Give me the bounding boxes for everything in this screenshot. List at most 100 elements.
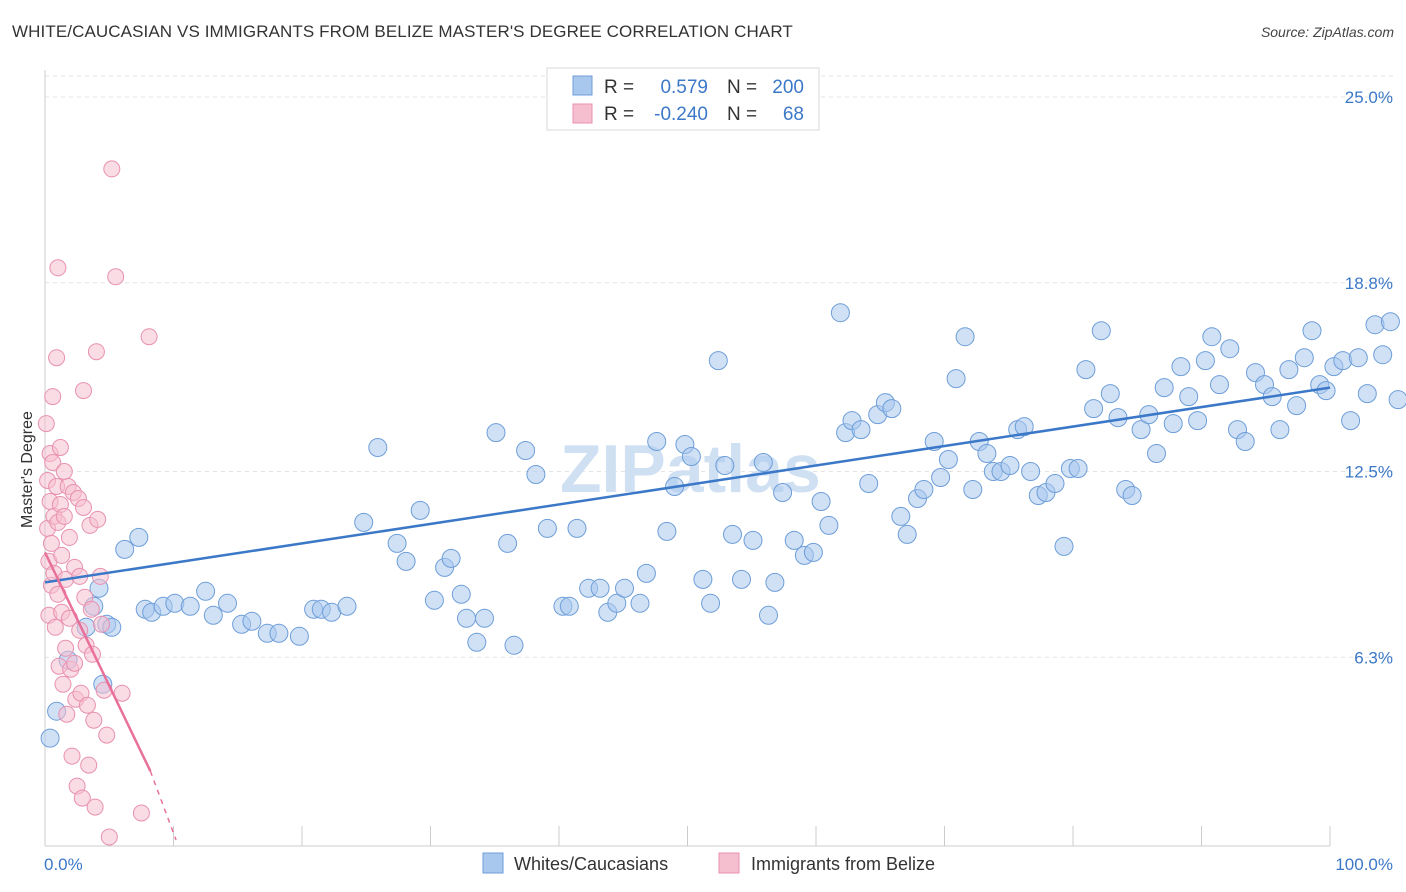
chart-title: WHITE/CAUCASIAN VS IMMIGRANTS FROM BELIZ… bbox=[12, 22, 793, 41]
whites-point bbox=[1147, 444, 1166, 463]
whites-point bbox=[784, 530, 804, 550]
whites-point bbox=[946, 369, 966, 389]
series-belize-points bbox=[37, 160, 158, 846]
whites-point bbox=[630, 593, 650, 613]
whites-point bbox=[1000, 456, 1020, 475]
whites-point bbox=[1287, 396, 1307, 416]
belize-point bbox=[54, 675, 72, 693]
whites-point bbox=[1068, 459, 1088, 478]
whites-point bbox=[475, 608, 494, 628]
whites-point bbox=[1100, 384, 1120, 404]
belize-point bbox=[93, 615, 110, 633]
whites-point bbox=[1195, 351, 1215, 371]
trend-lines bbox=[43, 386, 1331, 841]
whites-point bbox=[567, 518, 587, 538]
whites-point bbox=[498, 533, 518, 553]
whites-point bbox=[1091, 321, 1111, 341]
belize-point bbox=[49, 259, 67, 277]
whites-point bbox=[387, 533, 407, 553]
belize-point bbox=[46, 618, 64, 636]
stats-swatch-pink bbox=[572, 103, 593, 124]
whites-point bbox=[701, 593, 721, 613]
whites-point bbox=[165, 593, 185, 613]
whites-point bbox=[289, 626, 309, 646]
belize-point bbox=[107, 268, 125, 286]
whites-point bbox=[1333, 351, 1353, 371]
whites-point bbox=[732, 569, 751, 589]
whites-point bbox=[1235, 432, 1255, 451]
belize-point bbox=[78, 696, 96, 714]
y-tick-label: 18.8% bbox=[1345, 274, 1393, 293]
whites-point bbox=[1388, 390, 1406, 410]
belize-point bbox=[55, 507, 73, 525]
whites-point bbox=[1302, 321, 1322, 341]
belize-point bbox=[89, 510, 107, 528]
belize-point bbox=[87, 343, 105, 361]
whites-point bbox=[743, 530, 763, 550]
whites-point bbox=[354, 512, 374, 532]
stats-box: R = 0.579 N = 200 R = -0.240 N = 68 bbox=[546, 67, 820, 131]
whites-point bbox=[1045, 474, 1065, 493]
whites-point bbox=[708, 351, 728, 371]
legend-swatch-belize bbox=[718, 852, 740, 874]
series-whites-points bbox=[40, 303, 1406, 748]
belize-point bbox=[80, 756, 98, 774]
whites-point bbox=[203, 605, 223, 625]
stats-blue-n-label: N = bbox=[727, 77, 757, 98]
whites-point bbox=[914, 480, 934, 499]
belize-point bbox=[75, 382, 92, 400]
whites-point bbox=[811, 492, 831, 511]
stats-pink-r-value: -0.240 bbox=[654, 104, 708, 125]
whites-point bbox=[526, 465, 546, 484]
whites-point bbox=[1021, 462, 1041, 481]
whites-point bbox=[486, 423, 506, 443]
whites-point bbox=[1202, 327, 1222, 347]
whites-point bbox=[830, 303, 850, 323]
y-tick-label: 25.0% bbox=[1345, 88, 1393, 107]
stats-pink-n-label: N = bbox=[727, 104, 757, 125]
belize-point bbox=[86, 798, 104, 816]
belize-point bbox=[37, 415, 55, 433]
y-tick-labels: 6.3% 12.5% 18.8% 25.0% bbox=[1345, 88, 1393, 667]
belize-point bbox=[55, 463, 73, 480]
belize-point bbox=[57, 639, 75, 657]
belize-point bbox=[42, 534, 60, 552]
whites-point bbox=[516, 441, 536, 460]
y-tick-label: 12.5% bbox=[1345, 463, 1393, 482]
belize-point bbox=[66, 654, 84, 672]
whites-point bbox=[1179, 387, 1199, 407]
belize-point bbox=[82, 600, 100, 618]
legend-swatch-whites bbox=[482, 852, 504, 874]
whites-point bbox=[819, 515, 839, 535]
whites-point bbox=[537, 518, 557, 538]
legend-label-whites: Whites/Caucasians bbox=[514, 854, 668, 874]
stats-pink-n-value: 68 bbox=[783, 104, 804, 125]
legend-label-belize: Immigrants from Belize bbox=[751, 854, 935, 874]
whites-point bbox=[1357, 384, 1377, 404]
whites-point bbox=[615, 578, 634, 598]
whites-point bbox=[1084, 399, 1104, 419]
whites-point bbox=[931, 468, 951, 487]
whites-point bbox=[441, 548, 461, 568]
whites-point bbox=[129, 527, 149, 547]
whites-point bbox=[504, 635, 524, 655]
whites-point bbox=[396, 551, 416, 571]
whites-point bbox=[457, 608, 476, 628]
stats-blue-n-value: 200 bbox=[772, 77, 804, 98]
belize-point bbox=[44, 454, 62, 471]
y-tick-label: 6.3% bbox=[1354, 648, 1393, 667]
whites-point bbox=[410, 500, 430, 520]
x-tick-labels: 0.0% 100.0% bbox=[44, 855, 1393, 874]
whites-point bbox=[1076, 360, 1096, 380]
whites-point bbox=[115, 539, 135, 559]
whites-point bbox=[1348, 348, 1368, 368]
whites-point bbox=[681, 447, 701, 466]
whites-point bbox=[1131, 420, 1151, 440]
whites-point bbox=[963, 480, 983, 499]
whites-point bbox=[368, 438, 388, 457]
whites-point bbox=[1270, 420, 1290, 440]
whites-point bbox=[773, 483, 793, 502]
whites-point bbox=[1154, 378, 1174, 398]
whites-point bbox=[715, 456, 735, 475]
